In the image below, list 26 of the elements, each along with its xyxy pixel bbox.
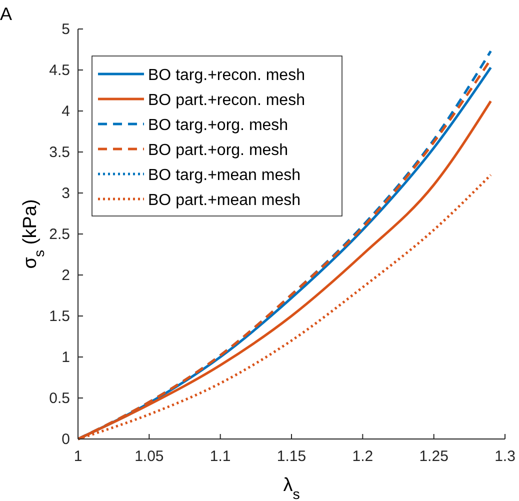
chart-title: A: [0, 4, 12, 24]
x-tick-label: 1: [74, 448, 82, 465]
legend-label: BO targ.+recon. mesh: [148, 67, 305, 84]
y-tick-label: 2.5: [49, 226, 70, 243]
x-tick-label: 1.3: [494, 448, 516, 465]
y-tick-label: 5: [62, 21, 70, 38]
x-tick-label: 1.25: [419, 448, 448, 465]
legend-label: BO part.+org. mesh: [148, 142, 288, 159]
y-tick-label: 0.5: [49, 390, 70, 407]
y-tick-label: 2: [62, 267, 70, 284]
x-tick-label: 1.2: [352, 448, 374, 465]
y-tick-label: 1: [62, 349, 70, 366]
legend-label: BO targ.+mean mesh: [148, 167, 301, 184]
x-axis-title: λ$_{s}$: [283, 475, 300, 501]
y-tick-label: 3: [62, 185, 70, 202]
y-tick-label: 3.5: [49, 144, 70, 161]
x-tick-label: 1.15: [276, 448, 306, 465]
x-tick-label: 1.1: [210, 448, 231, 465]
y-tick-label: 0: [62, 431, 70, 448]
legend-label: BO part.+recon. mesh: [148, 92, 305, 109]
y-tick-label: 1.5: [49, 308, 70, 325]
y-tick-label: 4: [62, 103, 70, 120]
legend-label: BO targ.+org. mesh: [148, 117, 288, 134]
y-tick-label: 4.5: [49, 62, 70, 79]
legend-label: BO part.+mean mesh: [148, 192, 301, 209]
x-tick-label: 1.05: [134, 448, 164, 465]
